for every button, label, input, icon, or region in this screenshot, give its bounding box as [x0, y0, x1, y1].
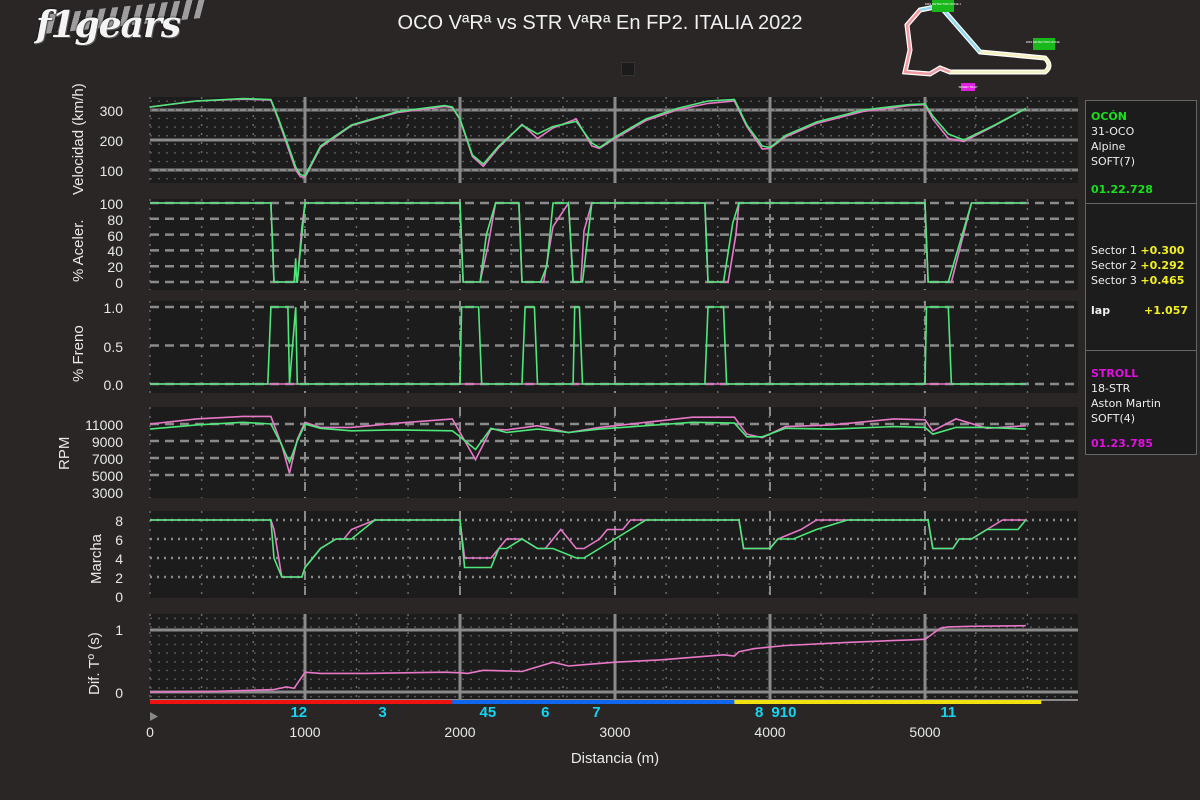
xtick: 0 — [146, 724, 154, 740]
legend-box — [621, 62, 635, 76]
series-oco — [150, 519, 1027, 578]
corner-label: 12 — [290, 704, 308, 721]
panel-5 — [149, 614, 1078, 701]
play-icon — [150, 712, 158, 721]
ytick: 5000 — [91, 468, 123, 484]
sector2-delta: Sector 2 +0.292 — [1091, 259, 1185, 272]
corner-label: 45 — [479, 704, 497, 721]
driver1-tyre: SOFT(7) — [1091, 155, 1136, 168]
ytick: 9000 — [91, 434, 123, 450]
ytick: 300 — [99, 103, 123, 119]
x-axis — [150, 699, 1078, 721]
ytick: 200 — [99, 133, 123, 149]
ytick: 60 — [107, 228, 123, 244]
ytick: 100 — [99, 163, 123, 179]
driver2-team: Aston Martin — [1091, 397, 1161, 410]
corner-label: 3 — [378, 704, 387, 721]
ytick: 4 — [115, 551, 123, 567]
track-map: DRS DETECTION ZONE 1 DRS DETECTION ZONE … — [901, 0, 1060, 91]
lap-delta-label: lap — [1091, 304, 1111, 317]
xlabel: Distancia (m) — [570, 750, 660, 767]
sector1-delta: Sector 1 +0.300 — [1091, 244, 1185, 257]
driver2-tyre: SOFT(4) — [1091, 412, 1136, 425]
xtick: 5000 — [909, 724, 941, 740]
ytick: 0.5 — [103, 339, 123, 355]
driver2-lap-time: 01.23.785 — [1091, 437, 1153, 450]
sector-bar-3 — [734, 700, 1042, 704]
xtick: 4000 — [754, 724, 786, 740]
chart-title: OCO VªRª vs STR VªRª En FP2. ITALIA 2022 — [397, 12, 803, 34]
svg-text:DRS DETECTION ZONE 2: DRS DETECTION ZONE 2 — [1026, 40, 1060, 44]
xtick: 1000 — [289, 724, 321, 740]
series-oco-vs-str — [149, 624, 1026, 693]
drs-zone-1-label — [932, 0, 954, 12]
xtick: 3000 — [599, 724, 631, 740]
ytick: 20 — [107, 259, 123, 275]
ytick: 3000 — [91, 485, 123, 501]
ytick: 0 — [115, 685, 123, 701]
panel-0 — [149, 97, 1078, 183]
sector-bar-1 — [150, 700, 453, 704]
sector-bar-2 — [452, 700, 735, 704]
track-sector-3 — [950, 50, 1051, 74]
ytick: 40 — [107, 243, 123, 259]
corner-label: 8 — [754, 704, 764, 721]
series-oco — [150, 202, 1026, 283]
panel-1 — [149, 199, 1078, 290]
ytick: 1.0 — [103, 300, 123, 316]
ytick: 0 — [115, 275, 123, 291]
ytick: 8 — [115, 513, 123, 529]
driver1-team: Alpine — [1091, 140, 1126, 153]
ytick: 0 — [115, 589, 123, 605]
svg-text:DRS DETECTION ZONE 1: DRS DETECTION ZONE 1 — [925, 2, 962, 6]
panel-3 — [149, 407, 1078, 498]
ytick: 1 — [115, 622, 123, 638]
delta-panel: Sector 1 +0.300 Sector 2 +0.292 Sector 3… — [1085, 203, 1197, 352]
speed-trap-label — [961, 83, 975, 91]
f1gears-logo: f1gears — [36, 0, 206, 46]
driver2-panel: STROLL 18-STR Aston Martin SOFT(4) 01.23… — [1085, 350, 1197, 455]
driver1-lap-time: 01.22.728 — [1091, 183, 1153, 196]
ytick: 6 — [115, 532, 123, 548]
corner-label: 6 — [541, 704, 550, 721]
panel-4 — [149, 511, 1078, 598]
driver1-panel: OCÓN 31-OCO Alpine SOFT(7) 01.22.728 — [1085, 100, 1197, 205]
lap-delta-value: +1.057 — [1144, 304, 1189, 317]
ytick: 7000 — [91, 451, 123, 467]
svg-text:SPEED TRAP: SPEED TRAP — [959, 85, 978, 89]
sector3-delta: Sector 3 +0.465 — [1091, 274, 1185, 287]
series-oco — [149, 97, 1027, 177]
ytick: 80 — [107, 212, 123, 228]
series-oco — [150, 306, 1026, 385]
ytick: 2 — [115, 570, 123, 586]
xtick: 2000 — [444, 724, 476, 740]
corner-label: 910 — [771, 704, 797, 721]
driver2-name: STROLL — [1091, 367, 1139, 380]
ytick: 0.0 — [103, 377, 123, 393]
ytick: 11000 — [85, 417, 123, 433]
corner-label: 7 — [592, 704, 601, 721]
driver1-name: OCÓN — [1091, 110, 1127, 123]
series-oco — [149, 421, 1026, 465]
ytick: 100 — [99, 196, 123, 212]
driver2-code: 18-STR — [1091, 382, 1131, 395]
drs-zone-2-label — [1033, 38, 1055, 50]
panel-2 — [149, 301, 1078, 393]
driver1-code: 31-OCO — [1091, 125, 1135, 138]
corner-label: 11 — [940, 704, 957, 721]
track-sector-1 — [903, 9, 951, 76]
series-str — [149, 415, 1026, 474]
